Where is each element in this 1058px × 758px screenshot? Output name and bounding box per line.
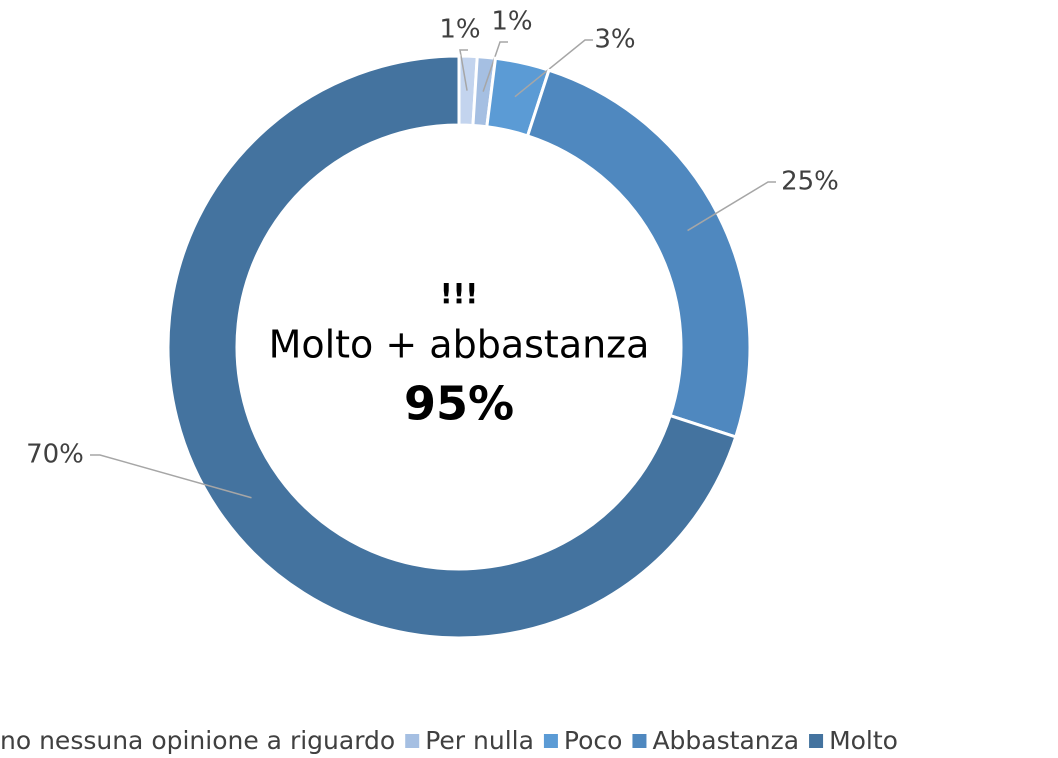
legend-label: no nessuna opinione a riguardo <box>0 726 395 755</box>
legend-label: Abbastanza <box>652 726 799 755</box>
leader-line <box>482 41 508 92</box>
data-label: 1% <box>491 7 532 37</box>
annotation: Molto + abbastanza <box>269 323 650 367</box>
data-label: 1% <box>439 15 480 45</box>
annotation: 95% <box>404 377 514 431</box>
data-label: 3% <box>594 25 635 55</box>
legend-label: Poco <box>564 726 623 755</box>
legend-swatch <box>543 734 558 748</box>
leader-line <box>459 49 468 91</box>
leader-line <box>90 454 252 499</box>
legend-swatch <box>405 734 420 748</box>
legend-label: Per nulla <box>425 726 534 755</box>
leader-line <box>514 39 593 98</box>
legend-swatch <box>809 734 824 748</box>
data-label: 70% <box>26 440 84 470</box>
legend-label: Molto <box>829 726 898 755</box>
annotation: !!! <box>440 277 478 310</box>
legend-swatch <box>632 734 647 748</box>
donut-slice <box>166 54 738 640</box>
donut-slice <box>525 68 752 439</box>
leader-line <box>687 181 776 232</box>
data-label: 25% <box>781 167 839 197</box>
